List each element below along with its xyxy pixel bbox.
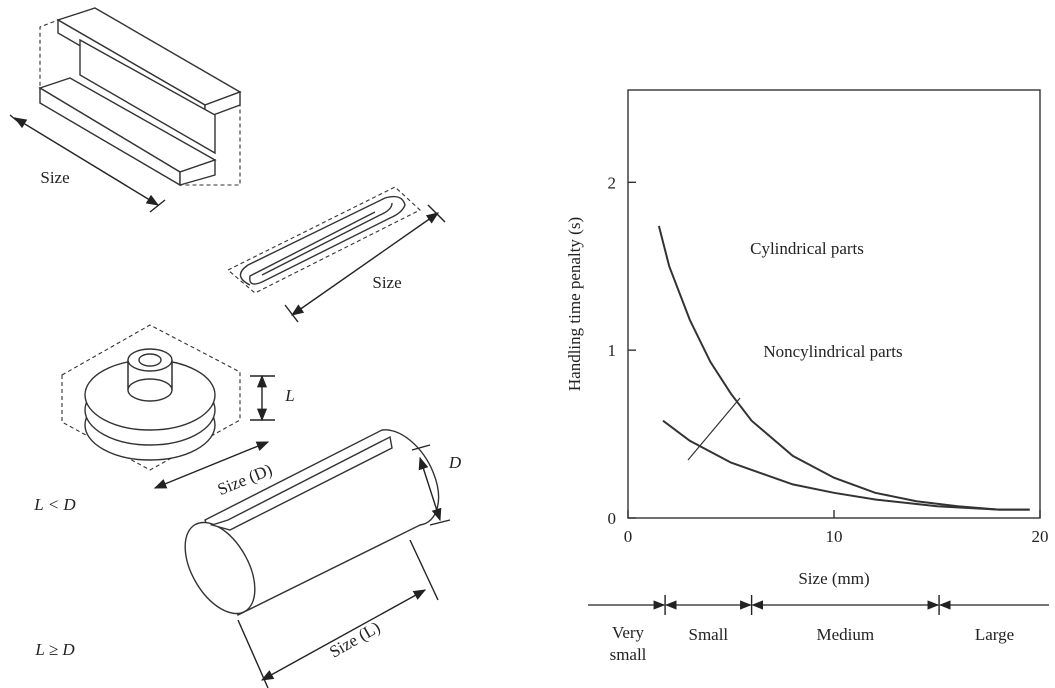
cylinder-drawing [171,430,450,688]
size-class-label: Medium [815,624,875,646]
figure-canvas: Size Size L Size (D) L < D D L ≥ D Size … [0,0,1055,688]
size-class-label: Small [678,624,738,646]
x-tick-label: 10 [826,527,843,546]
diagram-label: Size (L) [326,618,383,662]
size-class-label: Large [965,624,1025,646]
leader-line [688,398,740,460]
diagram-label: L [284,386,294,405]
y-tick-label: 2 [608,173,617,192]
plot-frame [628,90,1040,518]
series-annotation: Noncylindrical parts [763,342,902,361]
diagram-label: Size [40,168,69,187]
x-tick-label: 0 [624,527,633,546]
y-tick-label: 1 [608,341,617,360]
x-tick-label: 20 [1032,527,1049,546]
paper-clip-drawing [228,187,445,322]
disk-drawing [62,325,275,488]
diagram-label: D [448,453,462,472]
diagram-label: L < D [33,495,76,514]
y-tick-label: 0 [608,509,617,528]
y-axis-title: Handling time penalty (s) [565,217,584,391]
size-class-label: Very small [605,622,651,666]
series-line [659,226,1030,510]
figure: Size Size L Size (D) L < D D L ≥ D Size … [0,0,1055,688]
x-axis-title: Size (mm) [798,569,869,588]
diagram-label: Size [372,273,401,292]
diagram-label: L ≥ D [34,640,75,659]
series-annotation: Cylindrical parts [750,239,864,258]
series-line [663,421,1030,510]
